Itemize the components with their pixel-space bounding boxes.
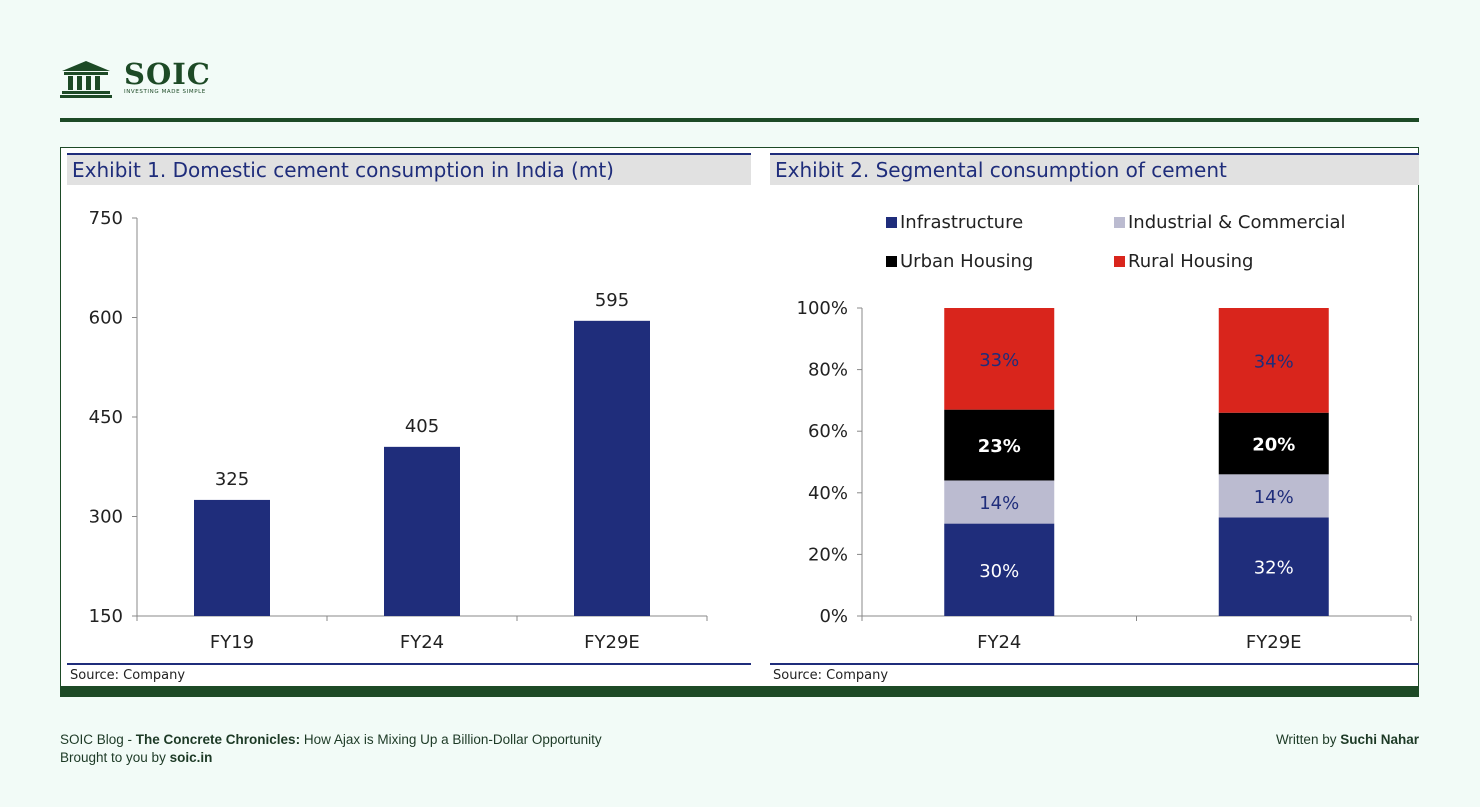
- stacked-bar-segment: [1218, 412, 1329, 475]
- exhibits-panel: Exhibit 1. Domestic cement consumption i…: [60, 147, 1419, 697]
- footer-blog-line: SOIC Blog - The Concrete Chronicles: How…: [60, 731, 602, 749]
- stacked-bar-segment: [944, 308, 1055, 410]
- exhibit-1-source-rule: [67, 663, 751, 665]
- footer-brought-line: Brought to you by soic.in: [60, 749, 602, 767]
- header-divider: [60, 118, 1419, 122]
- footer-left: SOIC Blog - The Concrete Chronicles: How…: [60, 731, 602, 767]
- footer-site-link[interactable]: soic.in: [169, 750, 213, 765]
- legend-swatch: [1114, 256, 1125, 267]
- legend-label: Industrial & Commercial: [1128, 212, 1346, 233]
- stacked-bar-segment: [944, 523, 1055, 616]
- bar: [194, 499, 270, 616]
- x-tick-label: FY24: [977, 632, 1021, 653]
- brand-tagline: INVESTING MADE SIMPLE: [124, 89, 206, 95]
- legend-label: Infrastructure: [900, 212, 1023, 233]
- legend-swatch: [886, 217, 897, 228]
- y-tick-label: 0%: [819, 606, 848, 627]
- footer-blog-subtitle[interactable]: How Ajax is Mixing Up a Billion-Dollar O…: [300, 732, 602, 747]
- segment-value-label: 34%: [1254, 351, 1294, 372]
- exhibit-1-title: Exhibit 1. Domestic cement consumption i…: [67, 153, 751, 185]
- segment-value-label: 23%: [978, 436, 1021, 457]
- y-tick-label: 80%: [808, 360, 848, 381]
- y-tick-label: 40%: [808, 483, 848, 504]
- bar-value-label: 325: [215, 469, 249, 490]
- legend-swatch: [1114, 217, 1125, 228]
- legend-swatch: [886, 256, 897, 267]
- y-tick-label: 300: [89, 507, 123, 528]
- segment-value-label: 20%: [1252, 435, 1295, 456]
- exhibit-2-source: Source: Company: [773, 668, 889, 683]
- bar: [574, 320, 650, 616]
- segment-value-label: 33%: [979, 350, 1019, 371]
- exhibit-1: Exhibit 1. Domestic cement consumption i…: [67, 153, 751, 689]
- panel-bottom-bar: [61, 686, 1418, 696]
- brand-name: SOIC: [124, 57, 211, 91]
- exhibit-2: Exhibit 2. Segmental consumption of ceme…: [770, 153, 1419, 689]
- x-tick-label: FY29E: [584, 632, 640, 653]
- bar-value-label: 405: [405, 416, 439, 437]
- legend-label: Urban Housing: [900, 251, 1033, 272]
- stacked-bar-segment: [1218, 474, 1329, 518]
- exhibit-1-bar-chart: 150 300 450 600 750 325 FY19 405 FY24 595 FY29E: [89, 208, 708, 653]
- x-tick-label: FY19: [210, 632, 254, 653]
- segment-value-label: 32%: [1254, 558, 1294, 579]
- footer-brought-prefix: Brought to you by: [60, 750, 170, 765]
- bank-building-icon: [60, 61, 112, 98]
- stacked-bar-segment: [1218, 308, 1329, 413]
- y-tick-label: 100%: [797, 298, 848, 319]
- segment-value-label: 30%: [979, 561, 1019, 582]
- soic-logo[interactable]: SOIC INVESTING MADE SIMPLE: [60, 57, 260, 100]
- stacked-bar-segment: [944, 409, 1055, 481]
- exhibit-2-stacked-bar-chart: Infrastructure Industrial & Commercial Urb…: [797, 212, 1412, 653]
- exhibit-1-source: Source: Company: [70, 668, 186, 683]
- y-tick-label: 600: [89, 308, 123, 329]
- footer-blog-prefix: SOIC Blog -: [60, 732, 136, 747]
- exhibit-2-source-rule: [770, 663, 1419, 665]
- stacked-bar-segment: [944, 480, 1055, 524]
- footer-written-prefix: Written by: [1275, 732, 1341, 747]
- exhibit-2-title: Exhibit 2. Segmental consumption of ceme…: [770, 153, 1419, 185]
- bar: [384, 446, 460, 616]
- footer-author: Suchi Nahar: [1340, 732, 1419, 747]
- y-tick-label: 150: [89, 606, 123, 627]
- y-tick-label: 20%: [808, 544, 848, 565]
- x-tick-label: FY24: [400, 632, 444, 653]
- segment-value-label: 14%: [979, 493, 1019, 514]
- y-tick-label: 60%: [808, 421, 848, 442]
- x-tick-label: FY29E: [1246, 632, 1302, 653]
- legend-label: Rural Housing: [1128, 251, 1253, 272]
- bar-value-label: 595: [595, 290, 629, 311]
- segment-value-label: 14%: [1254, 487, 1294, 508]
- footer-blog-title[interactable]: The Concrete Chronicles:: [135, 732, 301, 747]
- y-tick-label: 750: [89, 208, 123, 229]
- stacked-bar-segment: [1218, 517, 1329, 616]
- footer-right: Written by Suchi Nahar: [1276, 731, 1419, 749]
- y-tick-label: 450: [89, 407, 123, 428]
